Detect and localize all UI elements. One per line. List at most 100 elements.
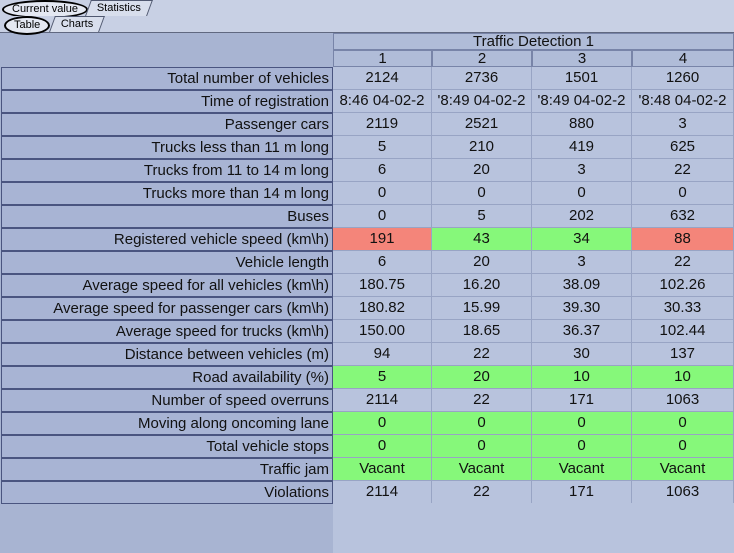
value-cell[interactable]: 43	[432, 228, 532, 251]
value-cell[interactable]: 0	[333, 182, 432, 205]
column-header[interactable]: 3	[532, 50, 632, 67]
value-cell[interactable]: 22	[432, 343, 532, 366]
value-cell[interactable]: 20	[432, 251, 532, 274]
value-cell[interactable]: 22	[432, 481, 532, 504]
column-header[interactable]: 2	[432, 50, 532, 67]
row-label: Buses	[1, 205, 333, 228]
value-cell[interactable]: 0	[333, 435, 432, 458]
value-cell[interactable]: 3	[532, 159, 632, 182]
tab-table[interactable]: Table	[4, 16, 51, 35]
row-label: Trucks from 11 to 14 m long	[1, 159, 333, 182]
value-cell[interactable]: 625	[632, 136, 734, 159]
value-cell[interactable]: 2114	[333, 481, 432, 504]
value-cell[interactable]: '8:48 04-02-2	[632, 90, 734, 113]
value-cell[interactable]: 34	[532, 228, 632, 251]
value-cell[interactable]: 2736	[432, 67, 532, 90]
value-cell[interactable]: 2521	[432, 113, 532, 136]
table-row: Passenger cars 2119 2521 880 3	[0, 113, 734, 136]
value-cell[interactable]: 180.75	[333, 274, 432, 297]
value-cell[interactable]: 210	[432, 136, 532, 159]
value-cell[interactable]: 202	[532, 205, 632, 228]
value-cell[interactable]: 15.99	[432, 297, 532, 320]
value-cell[interactable]: 38.09	[532, 274, 632, 297]
value-cell[interactable]: 94	[333, 343, 432, 366]
value-cell[interactable]: 0	[632, 435, 734, 458]
value-cell[interactable]: 1260	[632, 67, 734, 90]
value-cell[interactable]: 102.44	[632, 320, 734, 343]
value-cell[interactable]: 0	[432, 435, 532, 458]
value-cell[interactable]: 0	[532, 435, 632, 458]
value-cell[interactable]: Vacant	[632, 458, 734, 481]
row-label: Moving along oncoming lane	[1, 412, 333, 435]
value-cell[interactable]: 6	[333, 251, 432, 274]
value-cell[interactable]: 0	[632, 412, 734, 435]
value-cell[interactable]: 22	[432, 389, 532, 412]
value-cell[interactable]: 5	[333, 136, 432, 159]
value-cell[interactable]: 22	[632, 159, 734, 182]
value-cell[interactable]: 8:46 04-02-2	[333, 90, 432, 113]
value-cell[interactable]: Vacant	[333, 458, 432, 481]
value-cell[interactable]: 88	[632, 228, 734, 251]
value-cell[interactable]: 3	[632, 113, 734, 136]
group-header: Traffic Detection 1	[333, 33, 734, 50]
value-cell[interactable]: Vacant	[532, 458, 632, 481]
tab-statistics[interactable]: Statistics	[85, 0, 153, 16]
value-cell[interactable]: 171	[532, 481, 632, 504]
value-cell[interactable]: 0	[333, 205, 432, 228]
value-cell[interactable]: 150.00	[333, 320, 432, 343]
value-cell[interactable]: 102.26	[632, 274, 734, 297]
value-cell[interactable]: 22	[632, 251, 734, 274]
value-cell[interactable]: 137	[632, 343, 734, 366]
value-cell[interactable]: 18.65	[432, 320, 532, 343]
value-cell[interactable]: 0	[632, 182, 734, 205]
value-cell[interactable]: Vacant	[432, 458, 532, 481]
value-cell[interactable]: 20	[432, 366, 532, 389]
value-cell[interactable]: 1063	[632, 481, 734, 504]
value-cell[interactable]: 30	[532, 343, 632, 366]
value-cell[interactable]: 6	[333, 159, 432, 182]
column-header[interactable]: 4	[632, 50, 734, 67]
top-tab-bar: Current value Statistics	[0, 0, 734, 19]
table-row: Total vehicle stops 0 0 0 0	[0, 435, 734, 458]
value-cell[interactable]: 5	[333, 366, 432, 389]
row-label: Violations	[1, 481, 333, 504]
value-cell[interactable]: 0	[432, 412, 532, 435]
value-cell[interactable]: 0	[333, 412, 432, 435]
value-cell[interactable]: 36.37	[532, 320, 632, 343]
table-row: Average speed for all vehicles (km\h) 180…	[0, 274, 734, 297]
value-cell[interactable]: 2124	[333, 67, 432, 90]
row-label: Average speed for trucks (km\h)	[1, 320, 333, 343]
value-cell[interactable]: 180.82	[333, 297, 432, 320]
value-cell[interactable]: 39.30	[532, 297, 632, 320]
tab-label: Charts	[60, 18, 94, 30]
value-cell[interactable]: 5	[432, 205, 532, 228]
value-cell[interactable]: 20	[432, 159, 532, 182]
value-cell[interactable]: 419	[532, 136, 632, 159]
value-cell[interactable]: 16.20	[432, 274, 532, 297]
value-cell[interactable]: 2119	[333, 113, 432, 136]
tab-charts[interactable]: Charts	[49, 16, 106, 32]
value-cell[interactable]: '8:49 04-02-2	[532, 90, 632, 113]
value-cell[interactable]: 1063	[632, 389, 734, 412]
value-cell[interactable]: 0	[432, 182, 532, 205]
value-cell[interactable]: 632	[632, 205, 734, 228]
row-label: Number of speed overruns	[1, 389, 333, 412]
value-cell[interactable]: 3	[532, 251, 632, 274]
value-cell[interactable]: 10	[532, 366, 632, 389]
table-row: Number of speed overruns 2114 22 171 1063	[0, 389, 734, 412]
row-label: Registered vehicle speed (km\h)	[1, 228, 333, 251]
value-cell[interactable]: 30.33	[632, 297, 734, 320]
value-cell[interactable]: 171	[532, 389, 632, 412]
value-cell[interactable]: 2114	[333, 389, 432, 412]
value-cell[interactable]: '8:49 04-02-2	[432, 90, 532, 113]
value-cell[interactable]: 0	[532, 412, 632, 435]
value-cell[interactable]: 10	[632, 366, 734, 389]
value-cell[interactable]: 880	[532, 113, 632, 136]
column-header[interactable]: 1	[333, 50, 432, 67]
row-label: Traffic jam	[1, 458, 333, 481]
value-cell[interactable]: 1501	[532, 67, 632, 90]
table-row: Trucks from 11 to 14 m long 6 20 3 22	[0, 159, 734, 182]
value-cell[interactable]: 191	[333, 228, 432, 251]
table-row: Road availability (%) 5 20 10 10	[0, 366, 734, 389]
value-cell[interactable]: 0	[532, 182, 632, 205]
